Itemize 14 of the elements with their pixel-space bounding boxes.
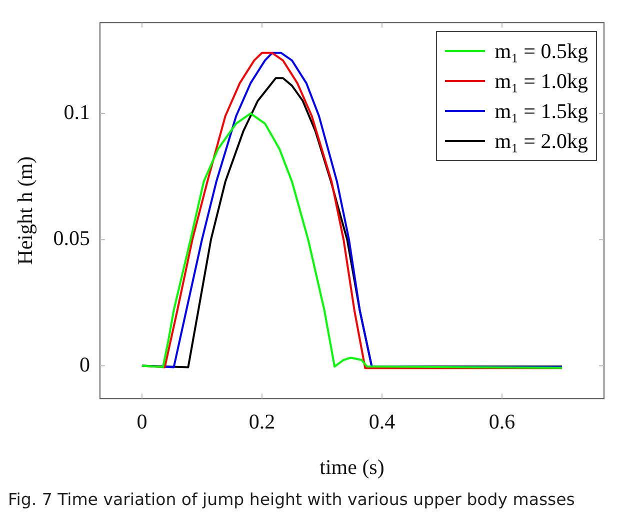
x-tick-label: 0.2 (248, 410, 276, 434)
y-tick-label: 0 (79, 352, 90, 376)
legend-label: m₁ = 1.5kg (494, 98, 588, 124)
legend-label: m₁ = 2.0kg (494, 128, 588, 154)
legend-label: m₁ = 1.0kg (494, 68, 588, 94)
y-tick-label: 0.05 (53, 226, 90, 250)
y-tick-label: 0.1 (64, 100, 90, 124)
y-axis-title: Height h (m) (13, 156, 38, 265)
legend-label: m₁ = 0.5kg (494, 38, 588, 64)
x-tick-label: 0.6 (488, 410, 516, 434)
x-tick-label: 0.4 (368, 410, 396, 434)
x-axis-title: time (s) (320, 454, 384, 479)
caption: Fig. 7 Time variation of jump height with various upper body masses (8, 490, 575, 509)
x-tick-label: 0 (136, 410, 148, 434)
